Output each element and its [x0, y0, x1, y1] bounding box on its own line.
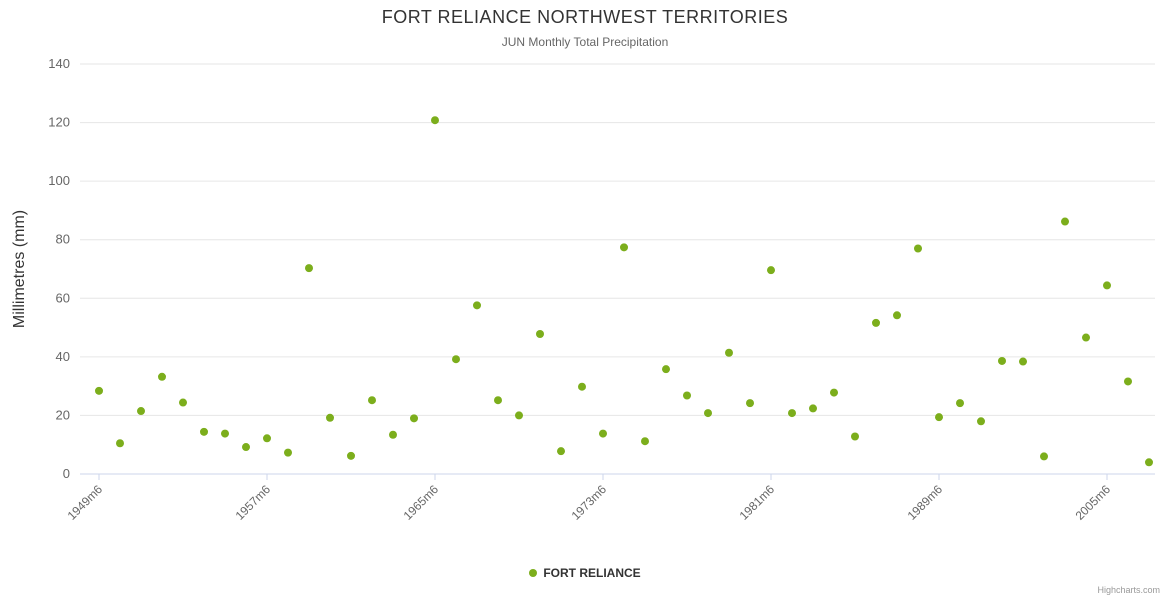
y-axis-tick-label: 0 [63, 466, 70, 481]
data-point[interactable] [725, 348, 733, 357]
data-point[interactable] [1040, 452, 1048, 461]
legend-label: FORT RELIANCE [543, 566, 641, 580]
data-point[interactable] [263, 434, 271, 443]
x-axis-tick-label: 1973m6 [569, 482, 610, 523]
data-point[interactable] [347, 451, 355, 460]
data-point[interactable] [557, 447, 565, 456]
data-point[interactable] [956, 399, 964, 408]
data-point[interactable] [746, 399, 754, 408]
data-point[interactable] [977, 417, 985, 426]
data-point[interactable] [368, 396, 376, 405]
data-point[interactable] [1145, 458, 1153, 467]
data-point[interactable] [95, 386, 103, 395]
data-point[interactable] [1124, 377, 1132, 386]
legend: FORT RELIANCE [0, 566, 1170, 580]
x-axis-tick-label: 1957m6 [233, 482, 274, 523]
data-point[interactable] [599, 429, 607, 438]
data-point[interactable] [1061, 217, 1069, 226]
data-point[interactable] [641, 437, 649, 446]
data-point[interactable] [998, 356, 1006, 365]
data-point[interactable] [767, 266, 775, 275]
data-point[interactable] [1019, 357, 1027, 366]
data-point[interactable] [683, 391, 691, 400]
data-point[interactable] [935, 413, 943, 422]
data-point[interactable] [536, 330, 544, 339]
data-point[interactable] [221, 429, 229, 438]
data-point[interactable] [389, 430, 397, 439]
data-point[interactable] [242, 443, 250, 452]
y-axis-tick-label: 80 [56, 232, 70, 247]
y-axis-tick-label: 60 [56, 290, 70, 305]
chart-title: FORT RELIANCE NORTHWEST TERRITORIES [381, 7, 789, 27]
y-axis-tick-label: 100 [48, 173, 70, 188]
data-point[interactable] [200, 427, 208, 436]
x-axis-tick-label: 1965m6 [401, 482, 442, 523]
data-point[interactable] [137, 407, 145, 416]
data-point[interactable] [431, 116, 439, 125]
data-point[interactable] [1103, 281, 1111, 290]
highcharts-credits-link[interactable]: Highcharts.com [1097, 585, 1160, 595]
data-point[interactable] [494, 396, 502, 405]
data-point[interactable] [788, 409, 796, 418]
y-axis-tick-label: 120 [48, 115, 70, 130]
data-point[interactable] [410, 414, 418, 423]
data-point[interactable] [830, 388, 838, 397]
data-point[interactable] [662, 365, 670, 374]
data-point[interactable] [284, 448, 292, 457]
data-point[interactable] [116, 439, 124, 448]
data-point[interactable] [1082, 333, 1090, 342]
chart-subtitle: JUN Monthly Total Precipitation [501, 35, 669, 49]
data-point[interactable] [452, 355, 460, 364]
data-point[interactable] [893, 311, 901, 320]
data-point[interactable] [851, 432, 859, 441]
x-axis-tick-label: 1981m6 [737, 482, 778, 523]
data-point[interactable] [704, 409, 712, 418]
data-point[interactable] [473, 301, 481, 310]
data-point[interactable] [620, 243, 628, 252]
data-point[interactable] [158, 372, 166, 381]
data-point[interactable] [515, 411, 523, 420]
x-axis-tick-label: 1949m6 [65, 482, 106, 523]
x-axis-tick-label: 2005m6 [1073, 482, 1114, 523]
legend-item-fort-reliance[interactable]: FORT RELIANCE [529, 566, 641, 580]
y-axis-tick-label: 40 [56, 349, 70, 364]
data-point[interactable] [179, 398, 187, 407]
data-point[interactable] [809, 404, 817, 413]
data-point[interactable] [914, 244, 922, 253]
y-axis-tick-label: 140 [48, 56, 70, 71]
data-point[interactable] [578, 382, 586, 391]
legend-marker-icon [529, 569, 538, 577]
x-axis-tick-label: 1989m6 [905, 482, 946, 523]
data-point[interactable] [326, 413, 334, 422]
data-point[interactable] [305, 264, 313, 273]
y-axis-title: Millimetres (mm) [11, 210, 28, 328]
y-axis-tick-label: 20 [56, 407, 70, 422]
data-point[interactable] [872, 318, 880, 327]
